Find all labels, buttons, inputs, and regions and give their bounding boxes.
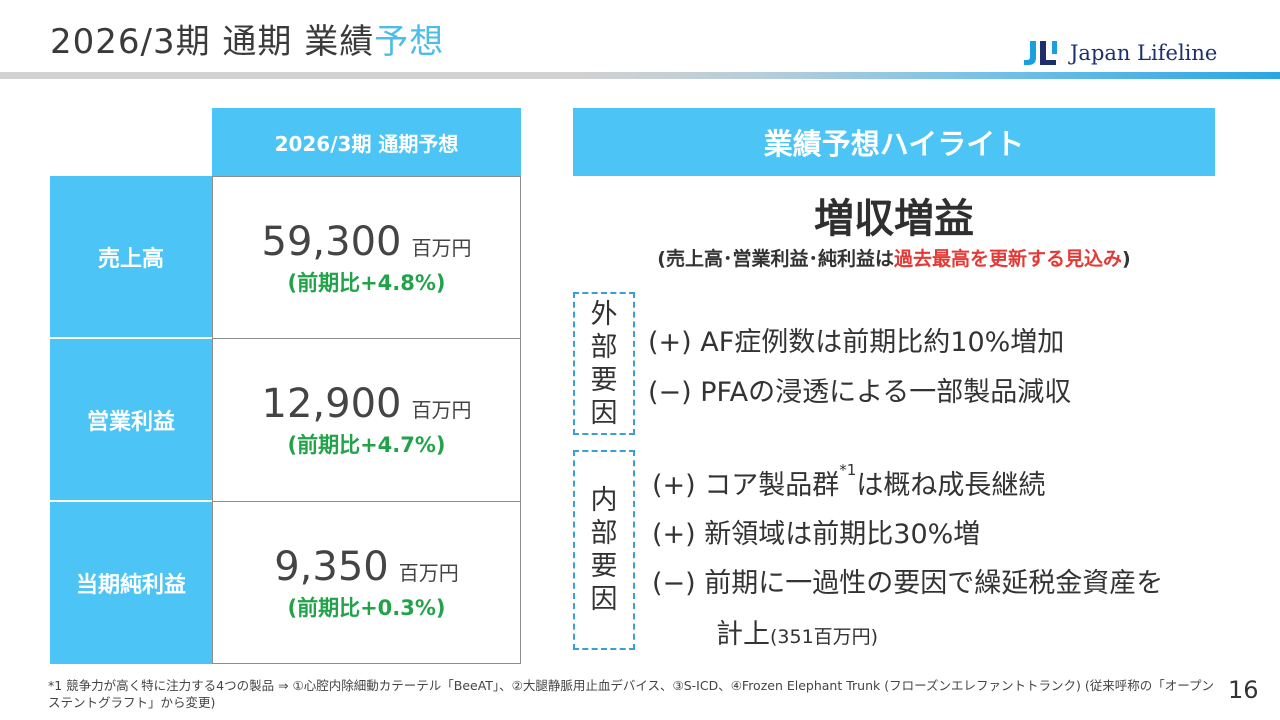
net-sales-value: 59,300 [261,218,402,265]
external-factors-label: 外 部 要 因 [573,292,635,435]
row-label-operating-profit: 営業利益 [50,339,212,502]
internal-item-3-cont: 計上(351百万円) [716,612,878,651]
sub-highlight: 過去最高を更新する見込み [893,248,1122,270]
jll-logo-icon [1024,41,1057,65]
label-char: 因 [590,584,618,615]
page-title: 2026/3期 通期 業績予想 [50,14,444,63]
internal-item-1: (+) コア製品群*1は概ね成長継続 [652,461,1046,502]
footnote-ref: *1 [839,461,857,479]
item-text: (+) コア製品群 [652,470,840,501]
highlights-header: 業績予想ハイライト [573,108,1215,176]
unit-label: 百万円 [411,235,472,260]
footnote: *1 競争力が高く特に注力する4つの製品 ⇒ ①心腔内除細動カテーテル「BeeA… [48,678,1214,710]
net-income-yoy: (前期比+0.3%) [287,595,446,620]
external-item-2: (−) PFAの浸透による一部製品減収 [648,377,1072,408]
label-char: 因 [590,397,618,429]
label-char: 部 [590,331,618,363]
label-char: 外 [590,298,618,330]
item-note: (351百万円) [770,626,879,648]
item-text: 計上 [716,619,770,650]
external-item-1: (+) AF症例数は前期比約10%増加 [648,327,1065,358]
logo-text: Japan Lifeline [1070,41,1218,65]
label-char: 要 [590,551,618,582]
net-sales-yoy: (前期比+4.8%) [287,270,446,295]
item-text: は概ね成長継続 [856,470,1046,501]
row-label-net-income: 当期純利益 [50,502,212,664]
internal-item-3: (−) 前期に一過性の要因で繰延税金資産を [652,568,1164,599]
company-logo: Japan Lifeline [1022,36,1217,70]
operating-profit-value: 12,900 [261,381,402,427]
label-char: 要 [590,364,618,396]
operating-profit-yoy: (前期比+4.7%) [287,433,446,457]
highlights-sub: (売上高･営業利益･純利益は過去最高を更新する見込み) [573,244,1215,271]
label-char: 部 [590,518,618,549]
unit-label: 百万円 [398,560,459,585]
row-label-net-sales: 売上高 [50,176,212,339]
header-divider [0,72,1280,79]
internal-item-2: (+) 新領域は前期比30%増 [652,519,981,550]
net-sales-cell: 59,300 百万円 (前期比+4.8%) [212,176,521,339]
operating-profit-cell: 12,900 百万円 (前期比+4.7%) [212,339,521,502]
net-income-value: 9,350 [274,543,389,590]
title-accent: 予想 [374,22,445,62]
page-number: 16 [1228,676,1259,704]
internal-factors-label: 内 部 要 因 [573,450,635,650]
label-char: 内 [590,485,618,516]
sub-prefix: (売上高･営業利益･純利益は [657,248,894,270]
forecast-column-header: 2026/3期 通期予想 [212,108,521,176]
unit-label: 百万円 [411,398,472,422]
highlights-main: 増収増益 [814,196,974,242]
net-income-cell: 9,350 百万円 (前期比+0.3%) [212,502,521,664]
title-main: 2026/3期 通期 業績 [50,22,375,62]
sub-suffix: ) [1122,248,1131,270]
